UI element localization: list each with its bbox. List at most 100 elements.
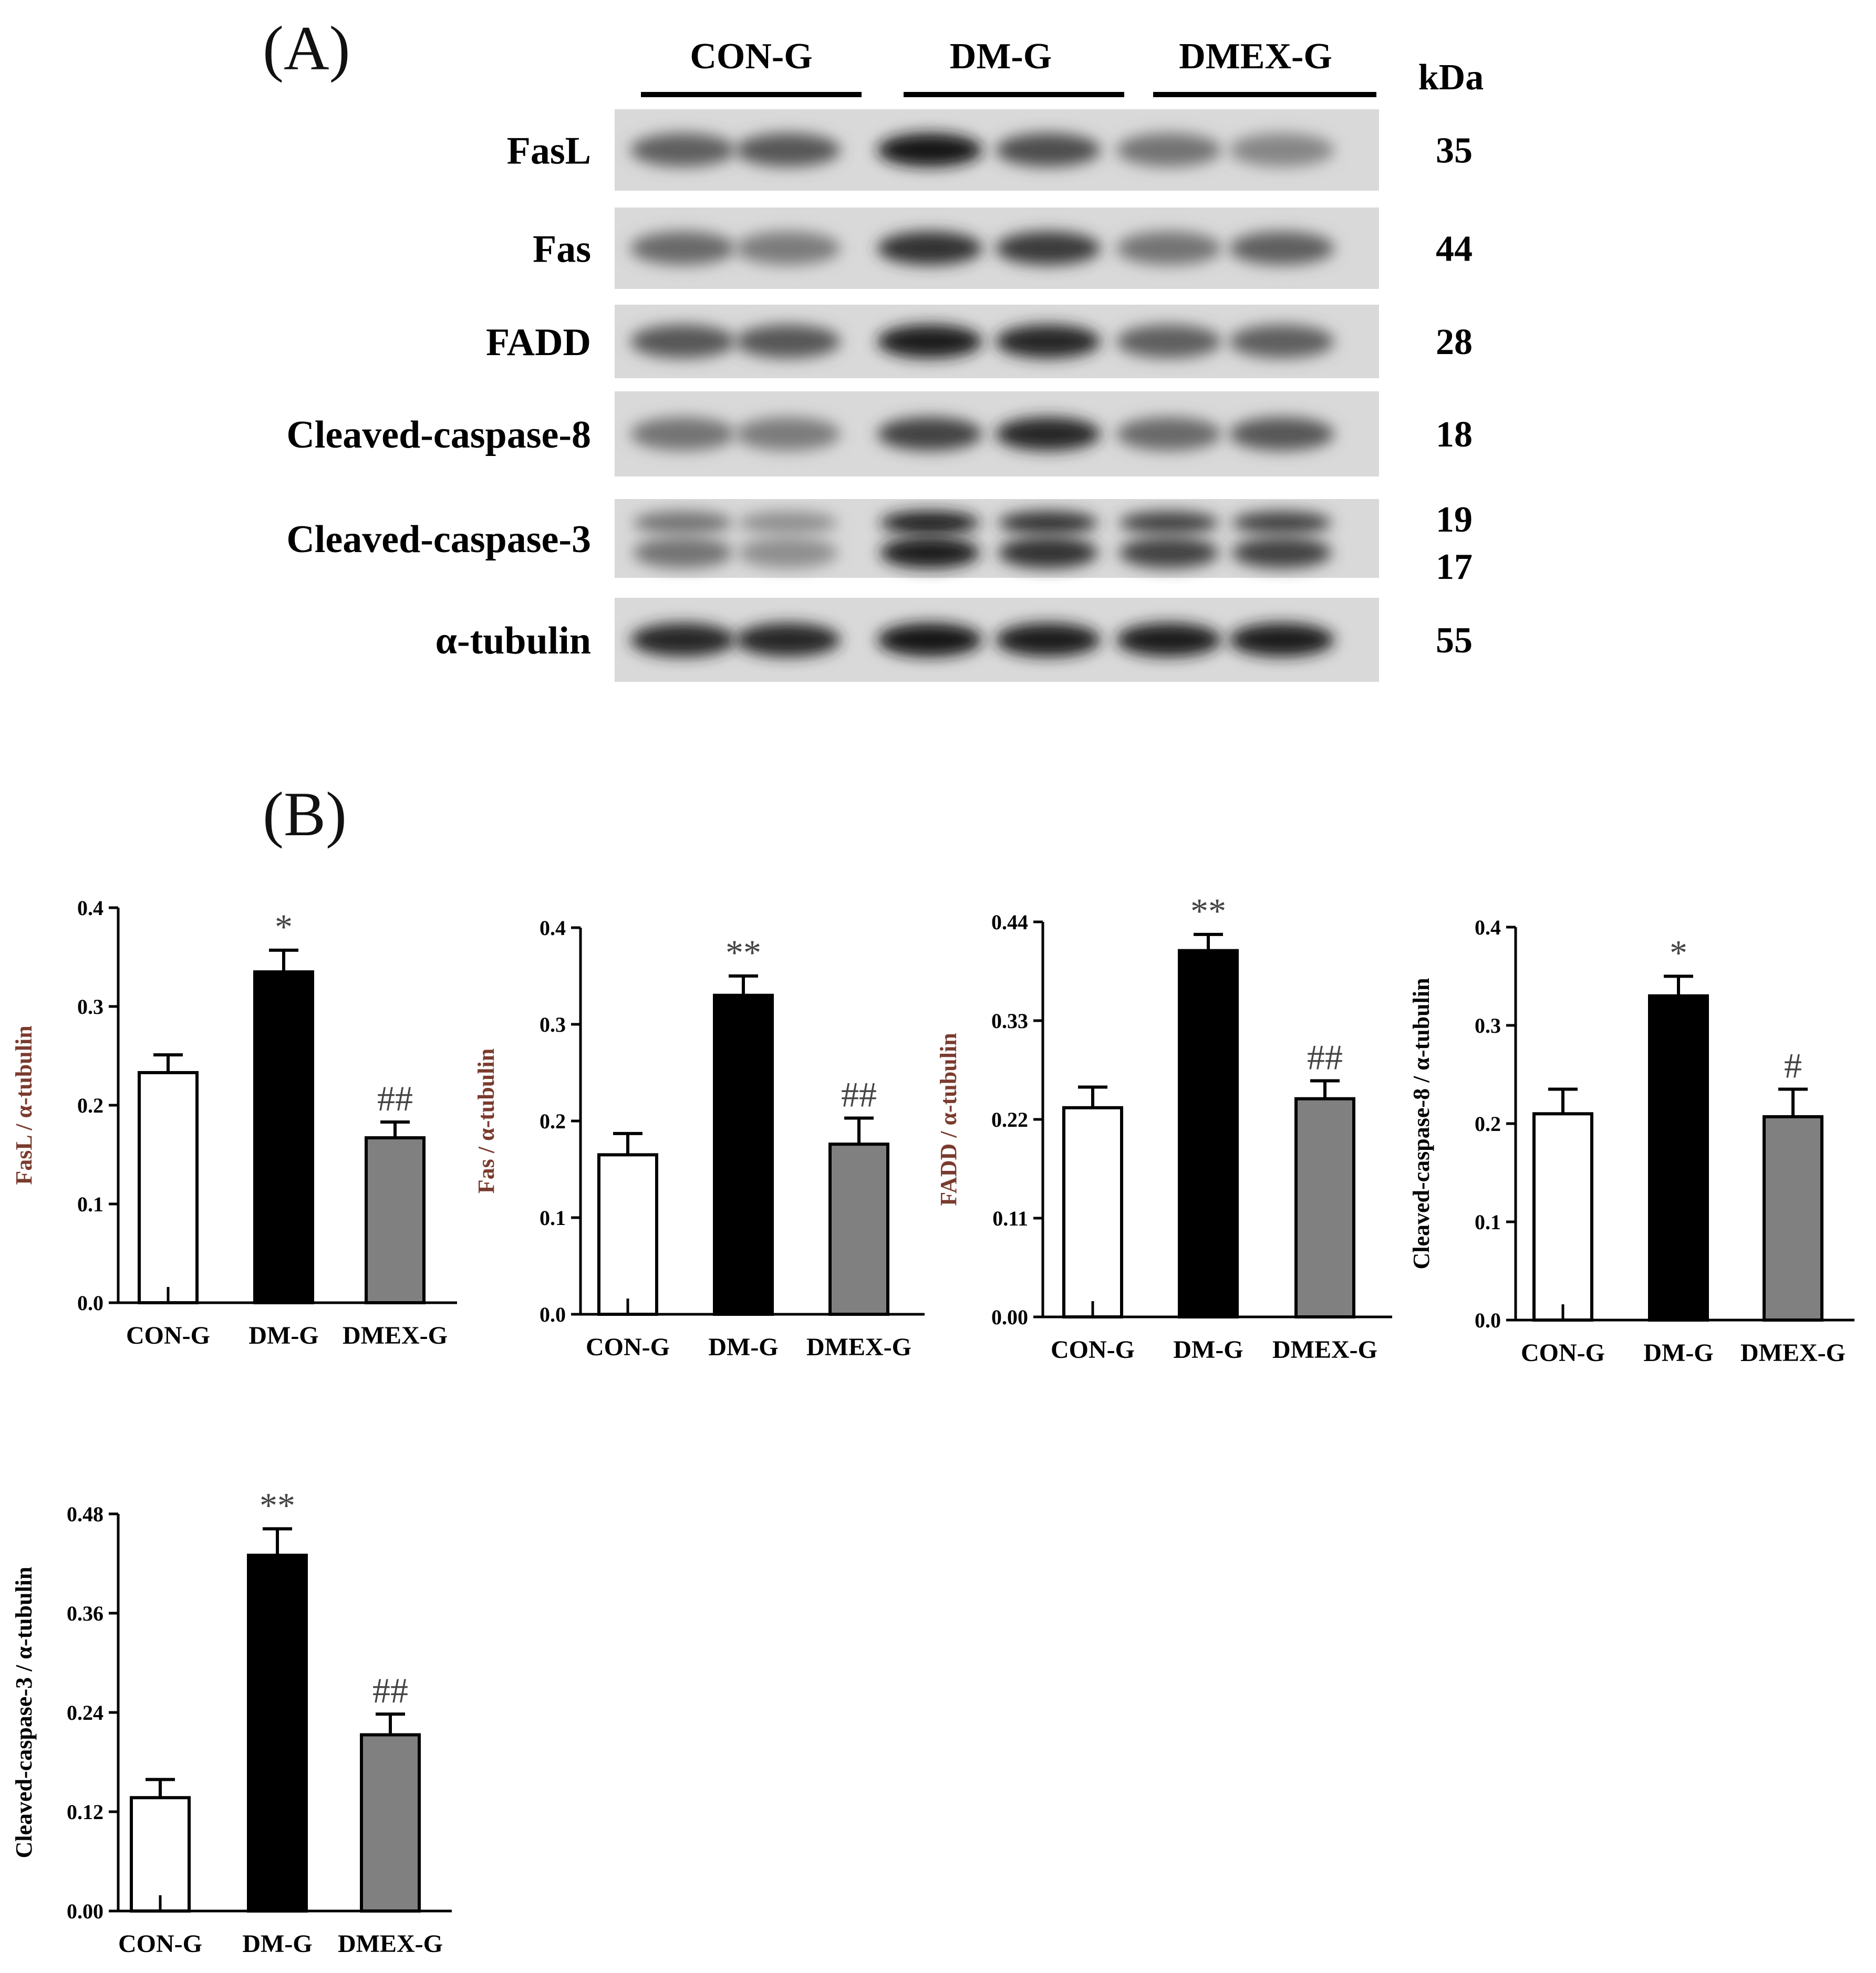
blot-band <box>1229 133 1334 167</box>
blot-row: α-tubulin 55 <box>436 598 1473 682</box>
blot-band-upper <box>738 511 838 534</box>
bar-dmex-g <box>365 1136 426 1305</box>
y-tick-label: 0.1 <box>1475 1210 1501 1234</box>
blot-band <box>996 133 1101 167</box>
y-tick-label: 0.4 <box>77 896 103 920</box>
blot-band <box>996 231 1101 265</box>
bar-dm-g <box>713 993 774 1316</box>
bar-chart-5: 0.00 0.12 0.24 0.36 0.48 Cleaved-caspase-3 / … <box>11 1485 452 1958</box>
blot-band <box>1229 325 1334 358</box>
y-tick-label: 0.44 <box>991 910 1028 934</box>
x-category-label: DMEX-G <box>1740 1339 1846 1367</box>
y-tick-label: 0.4 <box>1475 916 1501 939</box>
bar-con-g <box>1062 1106 1123 1318</box>
blot-band <box>877 623 982 657</box>
significance-mark: ## <box>377 1078 413 1118</box>
blot-band <box>877 133 982 167</box>
blot-band-upper <box>633 511 733 534</box>
blot-row: FasL 35 <box>507 109 1473 191</box>
blot-row-label: FADD <box>486 321 591 364</box>
blot-band <box>1229 417 1334 451</box>
x-category-label: DMEX-G <box>1272 1336 1377 1364</box>
y-axis-label-part: Fas / <box>473 1141 499 1193</box>
y-axis-label-part: FasL / <box>11 1118 37 1185</box>
bar-dmex-g <box>1763 1115 1823 1322</box>
y-axis-label-part: Cleaved-caspase-8 / <box>1408 1071 1434 1270</box>
blot-band <box>735 623 841 657</box>
y-axis-label-part: FADD / <box>936 1126 961 1206</box>
x-category-label: CON-G <box>1051 1336 1135 1364</box>
y-tick-label: 0.1 <box>77 1192 103 1216</box>
x-category-label: DM-G <box>248 1322 318 1349</box>
blot-band <box>630 231 735 265</box>
blot-row: FADD 28 <box>486 305 1473 378</box>
blot-row-kda: 19 <box>1436 500 1473 540</box>
y-axis-label-part: α-tubulin <box>1408 978 1434 1070</box>
x-category-label: DMEX-G <box>806 1333 911 1361</box>
blot-row-label: FasL <box>507 130 591 173</box>
blot-row: Cleaved-caspase-8 18 <box>286 391 1473 476</box>
y-tick-label: 0.22 <box>991 1108 1028 1131</box>
blot-band-upper <box>880 511 980 534</box>
y-axis-label: Cleaved-caspase-3 / α-tubulin <box>11 1566 37 1858</box>
y-axis-label-part: Cleaved-caspase-3 / <box>11 1659 37 1858</box>
blot-band <box>1116 133 1221 167</box>
bar-dm-g <box>1178 949 1239 1318</box>
x-category-label: CON-G <box>126 1322 210 1349</box>
y-tick-label: 0.48 <box>67 1502 103 1526</box>
blot-row-kda: 18 <box>1436 414 1473 455</box>
x-category-label: CON-G <box>586 1333 670 1361</box>
y-tick-label: 0.2 <box>77 1094 103 1117</box>
blot-group-label-dmex-g: DMEX-G <box>1179 36 1332 77</box>
panel-b-bar-charts: (B) 0.0 0.1 0.2 0.3 0.4 FasL / α-tubulin CON-G… <box>11 779 1854 1958</box>
blot-row: Cleaved-caspase-3 19 17 <box>286 499 1473 587</box>
y-tick-label: 0.0 <box>77 1291 103 1315</box>
blot-band <box>877 325 982 358</box>
blot-band <box>735 325 841 358</box>
x-category-label: DMEX-G <box>343 1322 448 1349</box>
kda-header: kDa <box>1418 57 1484 98</box>
panel-b-label: (B) <box>263 779 347 849</box>
blot-band <box>996 417 1101 451</box>
bar-dmex-g <box>1294 1097 1355 1318</box>
blot-band <box>630 325 735 358</box>
x-category-label: DM-G <box>242 1930 312 1958</box>
blot-band <box>996 325 1101 358</box>
blot-row-kda: 28 <box>1436 322 1473 362</box>
significance-mark: * <box>275 907 293 947</box>
bar-con-g <box>597 1153 658 1316</box>
blot-row-kda: 35 <box>1436 131 1473 171</box>
blot-band <box>1116 417 1221 451</box>
blot-band-lower <box>1232 537 1332 568</box>
blot-row-kda: 17 <box>1436 547 1473 587</box>
blot-band <box>877 417 982 451</box>
y-axis-label: FasL / α-tubulin <box>11 1025 37 1185</box>
blot-band-lower <box>998 537 1098 568</box>
bar-dm-g <box>1648 994 1709 1322</box>
blot-band <box>735 133 841 167</box>
y-tick-label: 0.12 <box>67 1800 103 1824</box>
significance-mark: ## <box>372 1670 408 1710</box>
blot-band-upper <box>1119 511 1219 534</box>
blot-band-lower <box>738 537 838 568</box>
y-tick-label: 0.00 <box>67 1899 103 1923</box>
significance-mark: ## <box>1307 1037 1343 1077</box>
y-tick-label: 0.11 <box>992 1207 1028 1230</box>
y-axis-label-part: α-tubulin <box>936 1033 961 1125</box>
significance-mark: ** <box>1190 891 1226 931</box>
y-tick-label: 0.3 <box>77 995 103 1019</box>
blot-band <box>630 133 735 167</box>
y-axis-label: Cleaved-caspase-8 / α-tubulin <box>1408 978 1434 1269</box>
blot-band <box>1116 325 1221 358</box>
x-category-label: CON-G <box>118 1930 202 1958</box>
panel-a-label: (A) <box>263 13 350 83</box>
x-category-label: DM-G <box>1173 1336 1243 1364</box>
blot-band-upper <box>1232 511 1332 534</box>
y-tick-label: 0.24 <box>67 1701 103 1725</box>
x-category-label: DM-G <box>1643 1339 1713 1367</box>
bar-dmex-g <box>828 1143 889 1316</box>
blot-row-kda: 55 <box>1436 620 1473 661</box>
y-axis-label: FADD / α-tubulin <box>936 1033 961 1206</box>
y-tick-label: 0.3 <box>540 1013 566 1036</box>
y-axis-label: Fas / α-tubulin <box>473 1048 499 1193</box>
